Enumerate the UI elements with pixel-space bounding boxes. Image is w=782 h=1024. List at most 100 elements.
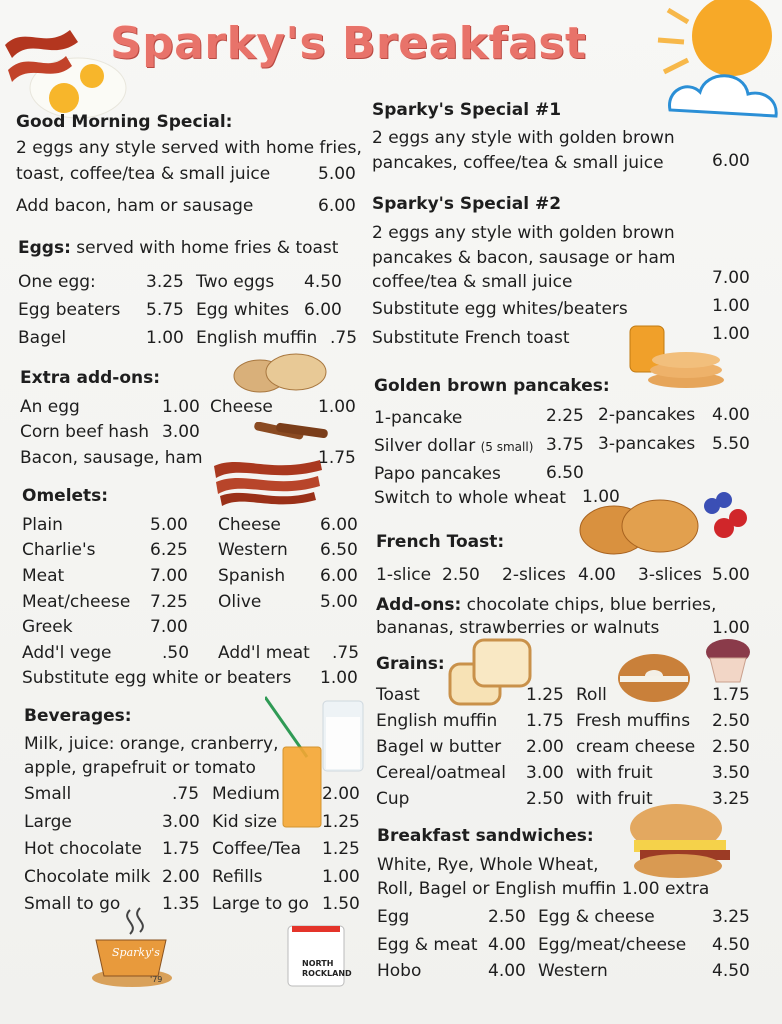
menu-item-name: cream cheese [576,737,696,757]
good-morning-price: 5.00 [318,164,356,184]
menu-item-price: .75 [332,643,360,663]
menu-item-name: Small to go [24,894,121,914]
menu-item-price: 1.35 [162,894,200,914]
omelets-header: Omelets: [22,486,109,506]
menu-item-price: 1.00 [318,397,356,417]
french-toast-illustration [579,492,747,555]
menu-item-price: .50 [162,643,190,663]
menu-item-price: .75 [172,784,200,804]
menu-item-price: 3.25 [712,907,750,927]
menu-item-price: 1.25 [322,812,360,832]
special2-line2: pancakes & bacon, sausage or ham [372,248,676,268]
menu-item-price: 2.50 [488,907,526,927]
menu-item-name: Bacon, sausage, ham [20,448,203,468]
menu-item-price: 1.00 [322,867,360,887]
addons-line2: bananas, strawberries or walnuts [376,618,660,638]
sandwiches-header: Breakfast sandwiches: [377,826,594,846]
menu-item-name: Refills [212,867,263,887]
menu-title: Sparky's Breakfast [110,18,587,69]
menu-item-price: .75 [330,328,358,348]
menu-item-price: 4.00 [488,935,526,955]
menu-item-name: Western [538,961,608,981]
menu-item-name: Medium [212,784,280,804]
menu-item-price: 2.50 [442,565,480,585]
north-rockland-mug-logo: NORTH ROCKLAND [287,925,352,987]
menu-item-price: 6.50 [320,540,358,560]
menu-item-price: 1.50 [322,894,360,914]
sausage-illustration [254,422,328,440]
good-morning-line2: toast, coffee/tea & small juice [16,164,271,184]
menu-item-price: 2.00 [526,737,564,757]
eggs-header: Eggs: [18,238,71,258]
special2-sub2-price: 1.00 [712,324,750,344]
menu-item-price: 3.00 [162,812,200,832]
menu-item-price: 6.25 [150,540,188,560]
menu-item-price: 1.75 [318,448,356,468]
menu-item-name: Papo pancakes [374,464,501,484]
menu-item-name: Egg [377,907,410,927]
special1-line1: 2 eggs any style with golden brown [372,128,675,148]
beverages-line2: apple, grapefruit or tomato [24,758,256,778]
menu-item-price: 5.00 [320,592,358,612]
menu-item-name: Meat [22,566,65,586]
menu-item-price: 2.00 [322,784,360,804]
pancakes-header: Golden brown pancakes: [374,376,610,396]
special2-sub1-price: 1.00 [712,296,750,316]
menu-item-price: 4.00 [488,961,526,981]
good-morning-header: Good Morning Special: [16,112,233,132]
menu-item-name: Switch to whole wheat [374,488,566,508]
menu-item-price: 7.00 [150,617,188,637]
menu-item-price: 1.00 [320,668,358,688]
menu-item-name: English muffin [196,328,318,348]
menu-item-price: 1.75 [162,839,200,859]
addons-price: 1.00 [712,618,750,638]
menu-item-name: 1-slice [376,565,432,585]
menu-item-price: 6.50 [546,463,584,483]
menu-item-price: 1.75 [712,685,750,705]
menu-item-name: Western [218,540,288,560]
sun-cloud-illustration [657,0,778,118]
menu-item-name: Large [24,812,72,832]
sparkys-cup-logo: Sparky's '79 [92,907,172,987]
menu-item-name: Egg & meat [377,935,478,955]
menu-item-name: Two eggs [196,272,275,292]
beverages-header: Beverages: [24,706,132,726]
menu-item-name: with fruit [576,763,653,783]
menu-item-name: Add'l vege [22,643,112,663]
menu-item-name: Meat/cheese [22,592,131,612]
english-muffin-illustration [233,353,327,393]
menu-item-price: 5.75 [146,300,184,320]
good-morning-addon-price: 6.00 [318,196,356,216]
menu-item-name: Kid size [212,812,278,832]
menu-item-name: 3-slices [638,565,702,585]
addons-desc: chocolate chips, blue berries, [466,595,717,615]
menu-item-name: Cheese [210,397,273,417]
menu-item-price: 6.00 [304,300,342,320]
good-morning-addon: Add bacon, ham or sausage [16,196,254,216]
toast-illustration [448,638,532,706]
special2-line1: 2 eggs any style with golden brown [372,223,675,243]
menu-item-price: 2.50 [712,737,750,757]
menu-item-price: 3.00 [162,422,200,442]
menu-item-name: Coffee/Tea [212,839,302,859]
menu-item-name: Silver dollar (5 small) [374,436,533,457]
menu-item-name: Plain [22,515,63,535]
menu-item-name: Fresh muffins [576,711,691,731]
bacon-egg-illustration [5,30,127,119]
menu-item-price: 3.00 [526,763,564,783]
menu-item-name: Small [24,784,72,804]
special2-sub1: Substitute egg whites/beaters [372,299,628,319]
menu-item-price: 1.00 [582,487,620,507]
menu-item-name: Cup [376,789,410,809]
menu-item-name: Chocolate milk [24,867,151,887]
menu-item-name: Roll [576,685,607,705]
breakfast-sandwich-illustration [630,804,730,878]
silver-dollar-note: (5 small) [480,440,534,454]
menu-item-name: 3-pancakes [598,434,696,454]
beverages-line1: Milk, juice: orange, cranberry, [24,734,279,754]
special1-line2: pancakes, coffee/tea & small juice [372,153,664,173]
menu-item-price: 1.25 [526,685,564,705]
menu-item-name: English muffin [376,711,498,731]
menu-item-name: Bagel [18,328,67,348]
